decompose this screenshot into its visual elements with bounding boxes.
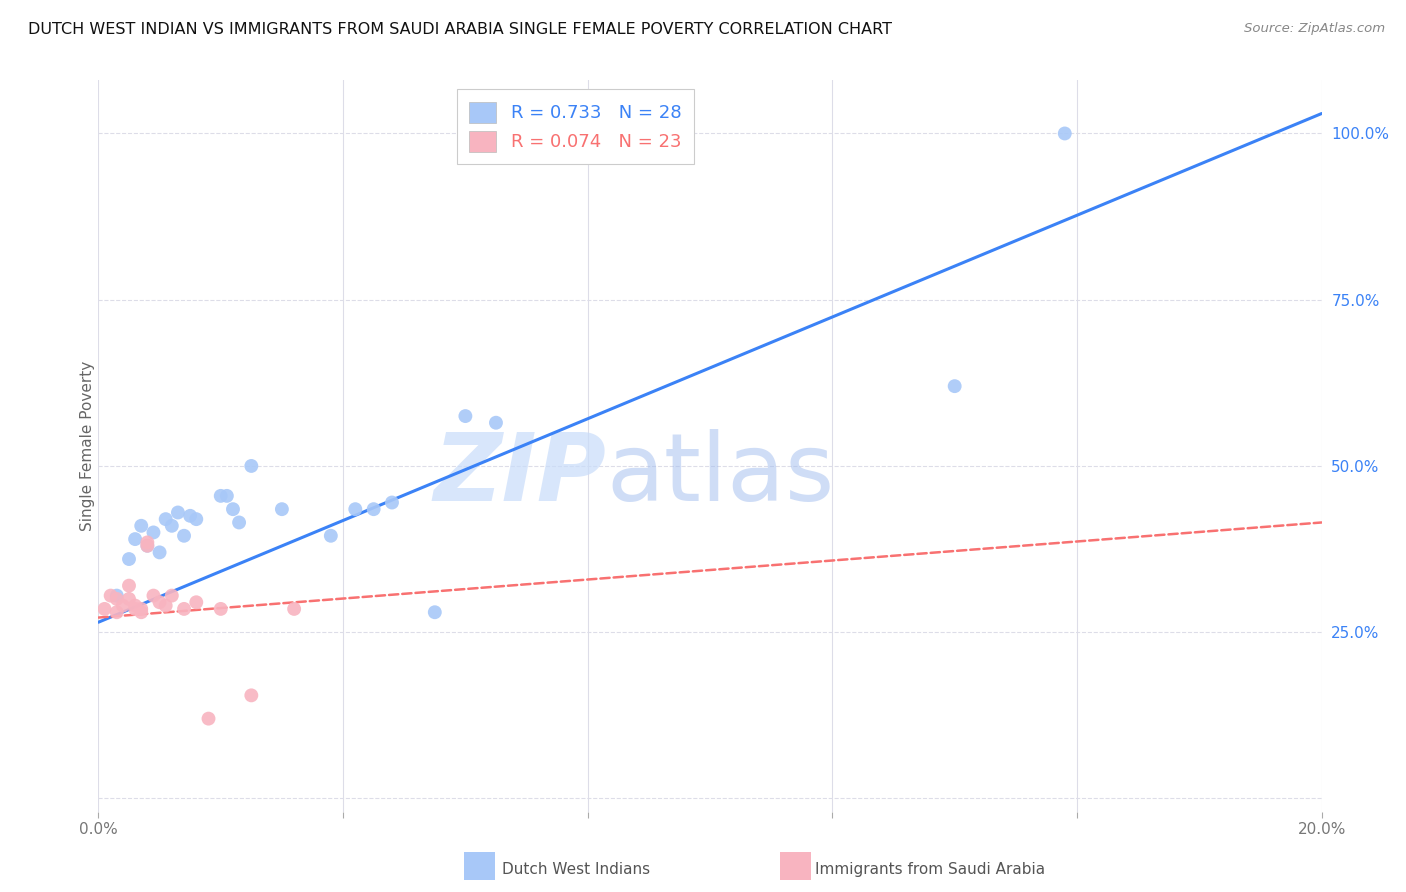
Point	[136, 539, 159, 553]
Point	[124, 599, 146, 613]
Point	[136, 535, 159, 549]
Point	[105, 605, 128, 619]
Text: Immigrants from Saudi Arabia: Immigrants from Saudi Arabia	[815, 863, 1046, 877]
Point	[363, 502, 385, 516]
Point	[209, 489, 232, 503]
Point	[136, 539, 159, 553]
Point	[1053, 127, 1076, 141]
Text: Source: ZipAtlas.com: Source: ZipAtlas.com	[1244, 22, 1385, 36]
Point	[105, 589, 128, 603]
Point	[943, 379, 966, 393]
Point	[155, 599, 177, 613]
Point	[381, 495, 404, 509]
Point	[228, 516, 250, 530]
Point	[186, 512, 208, 526]
Point	[423, 605, 446, 619]
Point	[142, 589, 165, 603]
Point	[142, 525, 165, 540]
Point	[100, 589, 122, 603]
Point	[240, 458, 263, 473]
Point	[454, 409, 477, 423]
Legend: R = 0.733   N = 28, R = 0.074   N = 23: R = 0.733 N = 28, R = 0.074 N = 23	[457, 89, 695, 164]
Point	[160, 589, 183, 603]
Point	[215, 489, 238, 503]
Point	[222, 502, 245, 516]
Text: atlas: atlas	[606, 429, 834, 521]
Point	[160, 518, 183, 533]
Point	[111, 599, 134, 613]
Point	[240, 689, 263, 703]
Text: ZIP: ZIP	[433, 429, 606, 521]
Point	[124, 602, 146, 616]
Point	[485, 416, 508, 430]
Point	[129, 602, 152, 616]
Point	[179, 508, 201, 523]
Point	[186, 595, 208, 609]
Point	[155, 512, 177, 526]
Point	[270, 502, 292, 516]
Point	[105, 591, 128, 606]
Point	[149, 545, 172, 559]
Point	[118, 552, 141, 566]
Y-axis label: Single Female Poverty: Single Female Poverty	[80, 361, 94, 531]
Point	[129, 518, 152, 533]
Point	[173, 529, 195, 543]
Point	[283, 602, 305, 616]
Point	[118, 579, 141, 593]
Point	[149, 595, 172, 609]
Point	[173, 602, 195, 616]
Point	[344, 502, 367, 516]
Point	[129, 605, 152, 619]
Point	[319, 529, 342, 543]
Text: Dutch West Indians: Dutch West Indians	[502, 863, 650, 877]
Point	[93, 602, 115, 616]
Point	[167, 506, 190, 520]
Text: DUTCH WEST INDIAN VS IMMIGRANTS FROM SAUDI ARABIA SINGLE FEMALE POVERTY CORRELAT: DUTCH WEST INDIAN VS IMMIGRANTS FROM SAU…	[28, 22, 893, 37]
Point	[209, 602, 232, 616]
Point	[124, 532, 146, 546]
Point	[118, 591, 141, 606]
Point	[197, 712, 219, 726]
